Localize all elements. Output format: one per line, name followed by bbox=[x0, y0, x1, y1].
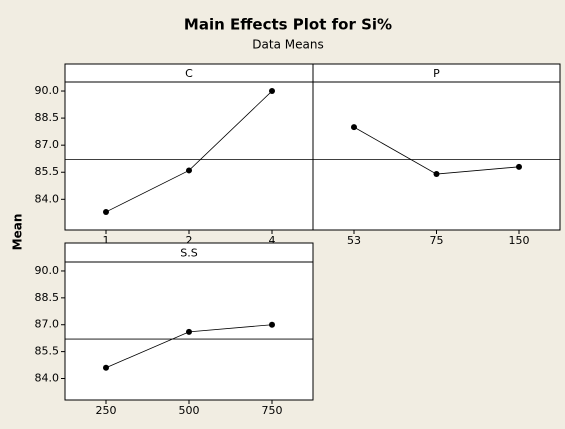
y-tick-label: 84.0 bbox=[35, 192, 60, 205]
x-tick-label: 53 bbox=[347, 234, 361, 247]
point bbox=[516, 163, 522, 170]
point bbox=[269, 321, 275, 328]
chart-subtitle: Data Means bbox=[252, 38, 323, 52]
y-tick-label: 88.5 bbox=[35, 291, 60, 304]
point bbox=[269, 88, 275, 95]
x-tick-label: 750 bbox=[262, 404, 283, 417]
panel bbox=[312, 63, 561, 231]
x-tick-label: 500 bbox=[179, 404, 200, 417]
y-tick-label: 85.5 bbox=[35, 345, 60, 358]
point bbox=[103, 208, 109, 215]
point bbox=[186, 167, 192, 174]
x-tick-label: 2 bbox=[186, 234, 193, 247]
chart-title: Main Effects Plot for Si% bbox=[184, 16, 392, 34]
y-tick-label: 87.0 bbox=[35, 138, 60, 151]
panel bbox=[64, 63, 314, 231]
point bbox=[351, 124, 357, 131]
x-tick-label: 250 bbox=[96, 404, 117, 417]
point bbox=[186, 328, 192, 335]
y-axis-label: Mean bbox=[11, 214, 25, 251]
x-tick-label: 4 bbox=[269, 234, 276, 247]
y-tick-label: 88.5 bbox=[35, 111, 60, 124]
y-tick-label: 90.0 bbox=[35, 84, 60, 97]
y-tick-label: 87.0 bbox=[35, 318, 60, 331]
panel-title: C bbox=[185, 67, 193, 80]
x-tick-label: 150 bbox=[509, 234, 530, 247]
y-tick-label: 84.0 bbox=[35, 371, 60, 384]
y-tick-label: 90.0 bbox=[35, 264, 60, 277]
panel-title: P bbox=[433, 67, 440, 80]
point bbox=[433, 171, 440, 178]
panel bbox=[64, 242, 314, 401]
y-tick-label: 85.5 bbox=[35, 165, 60, 178]
panel-title: S.S bbox=[180, 247, 197, 260]
x-tick-label: 75 bbox=[430, 234, 444, 247]
point bbox=[103, 364, 109, 371]
x-tick-label: 1 bbox=[103, 234, 110, 247]
